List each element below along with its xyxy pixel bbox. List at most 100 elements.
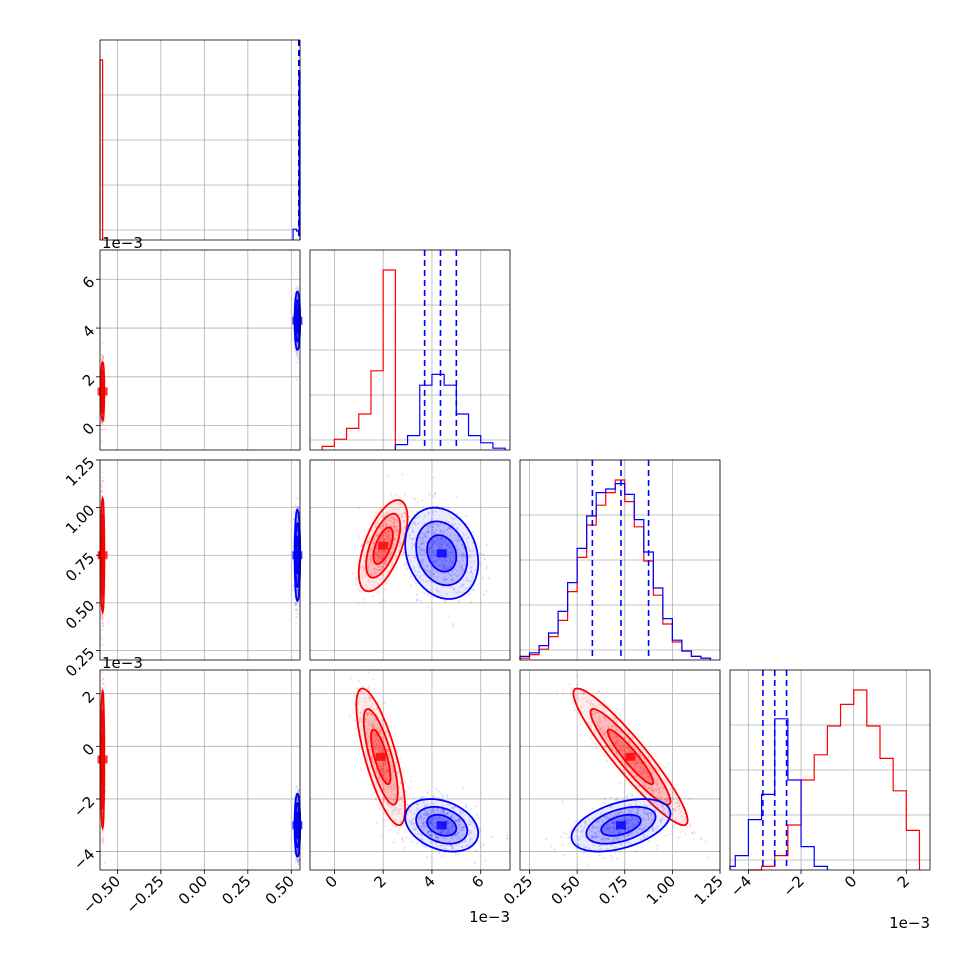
sample-point xyxy=(394,530,397,533)
sample-point xyxy=(433,476,436,479)
axes-frame xyxy=(309,249,511,451)
sample-point xyxy=(378,702,381,706)
sample-point xyxy=(439,792,442,795)
sample-point xyxy=(485,544,488,547)
sample-point xyxy=(376,565,379,568)
sample-point xyxy=(393,525,396,528)
sample-point xyxy=(381,556,384,559)
sample-point xyxy=(100,358,103,361)
sample-point xyxy=(482,593,486,596)
sample-point xyxy=(297,288,300,291)
sample-point xyxy=(387,536,390,539)
density-contour xyxy=(357,499,409,593)
sample-point xyxy=(383,549,386,552)
sample-point xyxy=(377,582,380,585)
sample-point xyxy=(435,570,438,573)
sample-point xyxy=(100,679,104,682)
sample-point xyxy=(104,817,107,820)
sample-point xyxy=(474,805,477,808)
sample-point xyxy=(393,524,396,528)
sample-point xyxy=(365,584,368,587)
sample-point xyxy=(297,506,300,510)
sample-point xyxy=(381,524,384,527)
sample-point xyxy=(376,548,379,551)
sample-point xyxy=(296,517,299,520)
sample-point xyxy=(483,558,486,561)
sample-point xyxy=(384,588,387,591)
sample-point xyxy=(383,599,386,602)
sample-point xyxy=(385,511,388,514)
sample-point xyxy=(378,555,381,558)
sample-point xyxy=(101,479,104,482)
sample-point xyxy=(369,561,372,564)
sample-point xyxy=(386,530,389,533)
sample-point xyxy=(295,287,298,290)
sample-point xyxy=(440,565,443,568)
sample-point xyxy=(101,428,104,432)
sample-point xyxy=(405,789,408,792)
sample-point xyxy=(367,685,370,689)
density-peak xyxy=(378,541,389,550)
sample-point xyxy=(479,552,482,555)
sample-point xyxy=(471,576,474,579)
sample-point xyxy=(383,531,386,534)
sample-point xyxy=(375,532,378,535)
sample-point xyxy=(379,563,382,566)
sample-point xyxy=(452,623,455,626)
sample-point xyxy=(385,523,388,526)
density-contour xyxy=(294,299,301,343)
density-peak xyxy=(97,755,108,764)
histogram-blue-series xyxy=(729,718,828,870)
sample-point xyxy=(292,584,295,587)
sample-point xyxy=(385,522,388,525)
sample-point xyxy=(373,574,376,577)
sample-point xyxy=(440,541,443,544)
sample-point xyxy=(442,532,445,535)
sample-point xyxy=(389,539,392,543)
sample-point xyxy=(388,543,391,546)
sample-point xyxy=(291,588,294,591)
sample-point xyxy=(294,622,297,626)
sample-point xyxy=(375,553,378,556)
sample-point xyxy=(390,565,393,568)
sample-point xyxy=(437,790,440,793)
sample-point xyxy=(378,557,381,560)
sample-point xyxy=(380,535,383,538)
sample-point xyxy=(357,679,361,682)
sample-point xyxy=(369,556,372,559)
sample-point xyxy=(402,840,405,843)
sample-point xyxy=(393,529,396,532)
sample-point xyxy=(295,615,298,619)
sample-point xyxy=(403,512,406,515)
sample-point xyxy=(403,830,407,833)
sample-point xyxy=(427,606,430,609)
density-contour xyxy=(372,526,394,565)
sample-point xyxy=(459,566,463,569)
sample-point xyxy=(392,521,395,524)
sample-point xyxy=(353,703,356,706)
sample-point xyxy=(361,685,364,688)
sample-point xyxy=(401,837,404,840)
sample-point xyxy=(379,551,382,554)
axes-frame xyxy=(99,459,301,661)
sample-point xyxy=(454,523,457,526)
density-peak xyxy=(292,821,303,830)
sample-point xyxy=(379,565,382,568)
sample-point xyxy=(382,560,386,563)
sample-point xyxy=(386,537,389,540)
sample-point xyxy=(381,534,384,537)
axes-frame xyxy=(99,249,301,451)
sample-point xyxy=(377,551,380,554)
density-contour xyxy=(295,307,300,334)
sample-point xyxy=(403,846,406,849)
sample-point xyxy=(296,361,299,364)
sample-point xyxy=(102,356,105,359)
sample-point xyxy=(383,515,386,518)
sample-point xyxy=(375,553,379,556)
sample-point xyxy=(101,615,104,618)
sample-point xyxy=(419,559,422,562)
sample-point xyxy=(385,551,388,554)
sample-point xyxy=(382,538,385,541)
density-contour xyxy=(295,535,300,575)
sample-point xyxy=(383,538,386,542)
